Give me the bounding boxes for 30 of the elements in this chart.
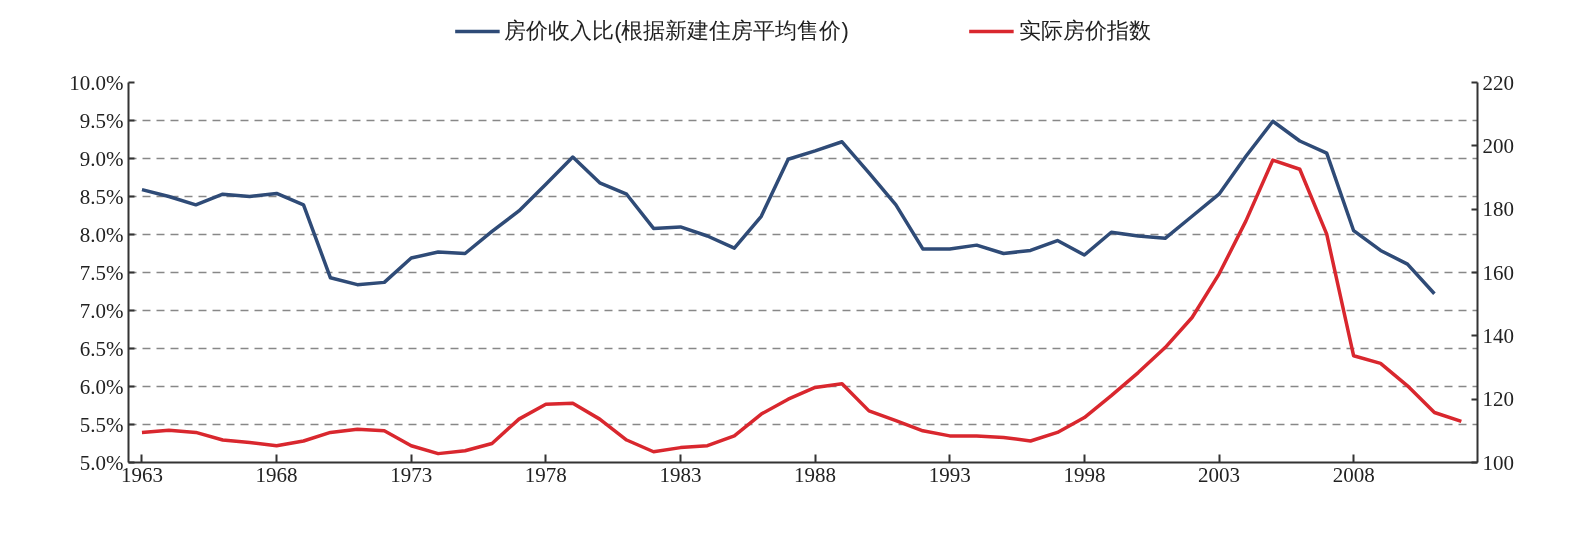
- x-tick-label: 2008: [1332, 462, 1375, 487]
- legend-label: 实际房价指数: [1018, 17, 1151, 45]
- y-tick-label: 10.0%: [69, 70, 124, 95]
- y-tick-label: 8.5%: [79, 184, 124, 209]
- y-tick-label: 6.0%: [79, 374, 124, 399]
- x-tick-label: 1983: [659, 462, 702, 487]
- y2-tick-label: 100: [1482, 450, 1514, 475]
- legend-label: 房价收入比(根据新建住房平均售价): [504, 17, 849, 45]
- line-series: [140, 119, 1437, 296]
- y-tick-label: 9.5%: [79, 108, 124, 133]
- x-tick-label: 1988: [794, 462, 837, 487]
- y-tick-label: 6.5%: [79, 336, 124, 361]
- y2-tick-label: 140: [1482, 323, 1514, 348]
- y2-tick-label: 220: [1482, 70, 1514, 95]
- x-tick-label: 1968: [255, 462, 298, 487]
- y2-tick-label: 200: [1482, 133, 1514, 158]
- line-series: [140, 158, 1464, 456]
- x-tick-label: 2003: [1198, 462, 1241, 487]
- y-tick-label: 9.0%: [79, 146, 124, 171]
- y-tick-label: 8.0%: [79, 222, 124, 247]
- x-tick-label: 1993: [928, 462, 971, 487]
- y2-tick-label: 180: [1482, 197, 1514, 222]
- y2-tick-label: 160: [1482, 260, 1514, 285]
- y2-tick-label: 120: [1482, 387, 1514, 412]
- y-tick-label: 5.5%: [79, 412, 124, 437]
- x-tick-label: 1978: [524, 462, 567, 487]
- x-tick-label: 1973: [390, 462, 433, 487]
- x-tick-label: 1998: [1063, 462, 1106, 487]
- y-tick-label: 7.0%: [79, 298, 124, 323]
- y-tick-label: 7.5%: [79, 260, 124, 285]
